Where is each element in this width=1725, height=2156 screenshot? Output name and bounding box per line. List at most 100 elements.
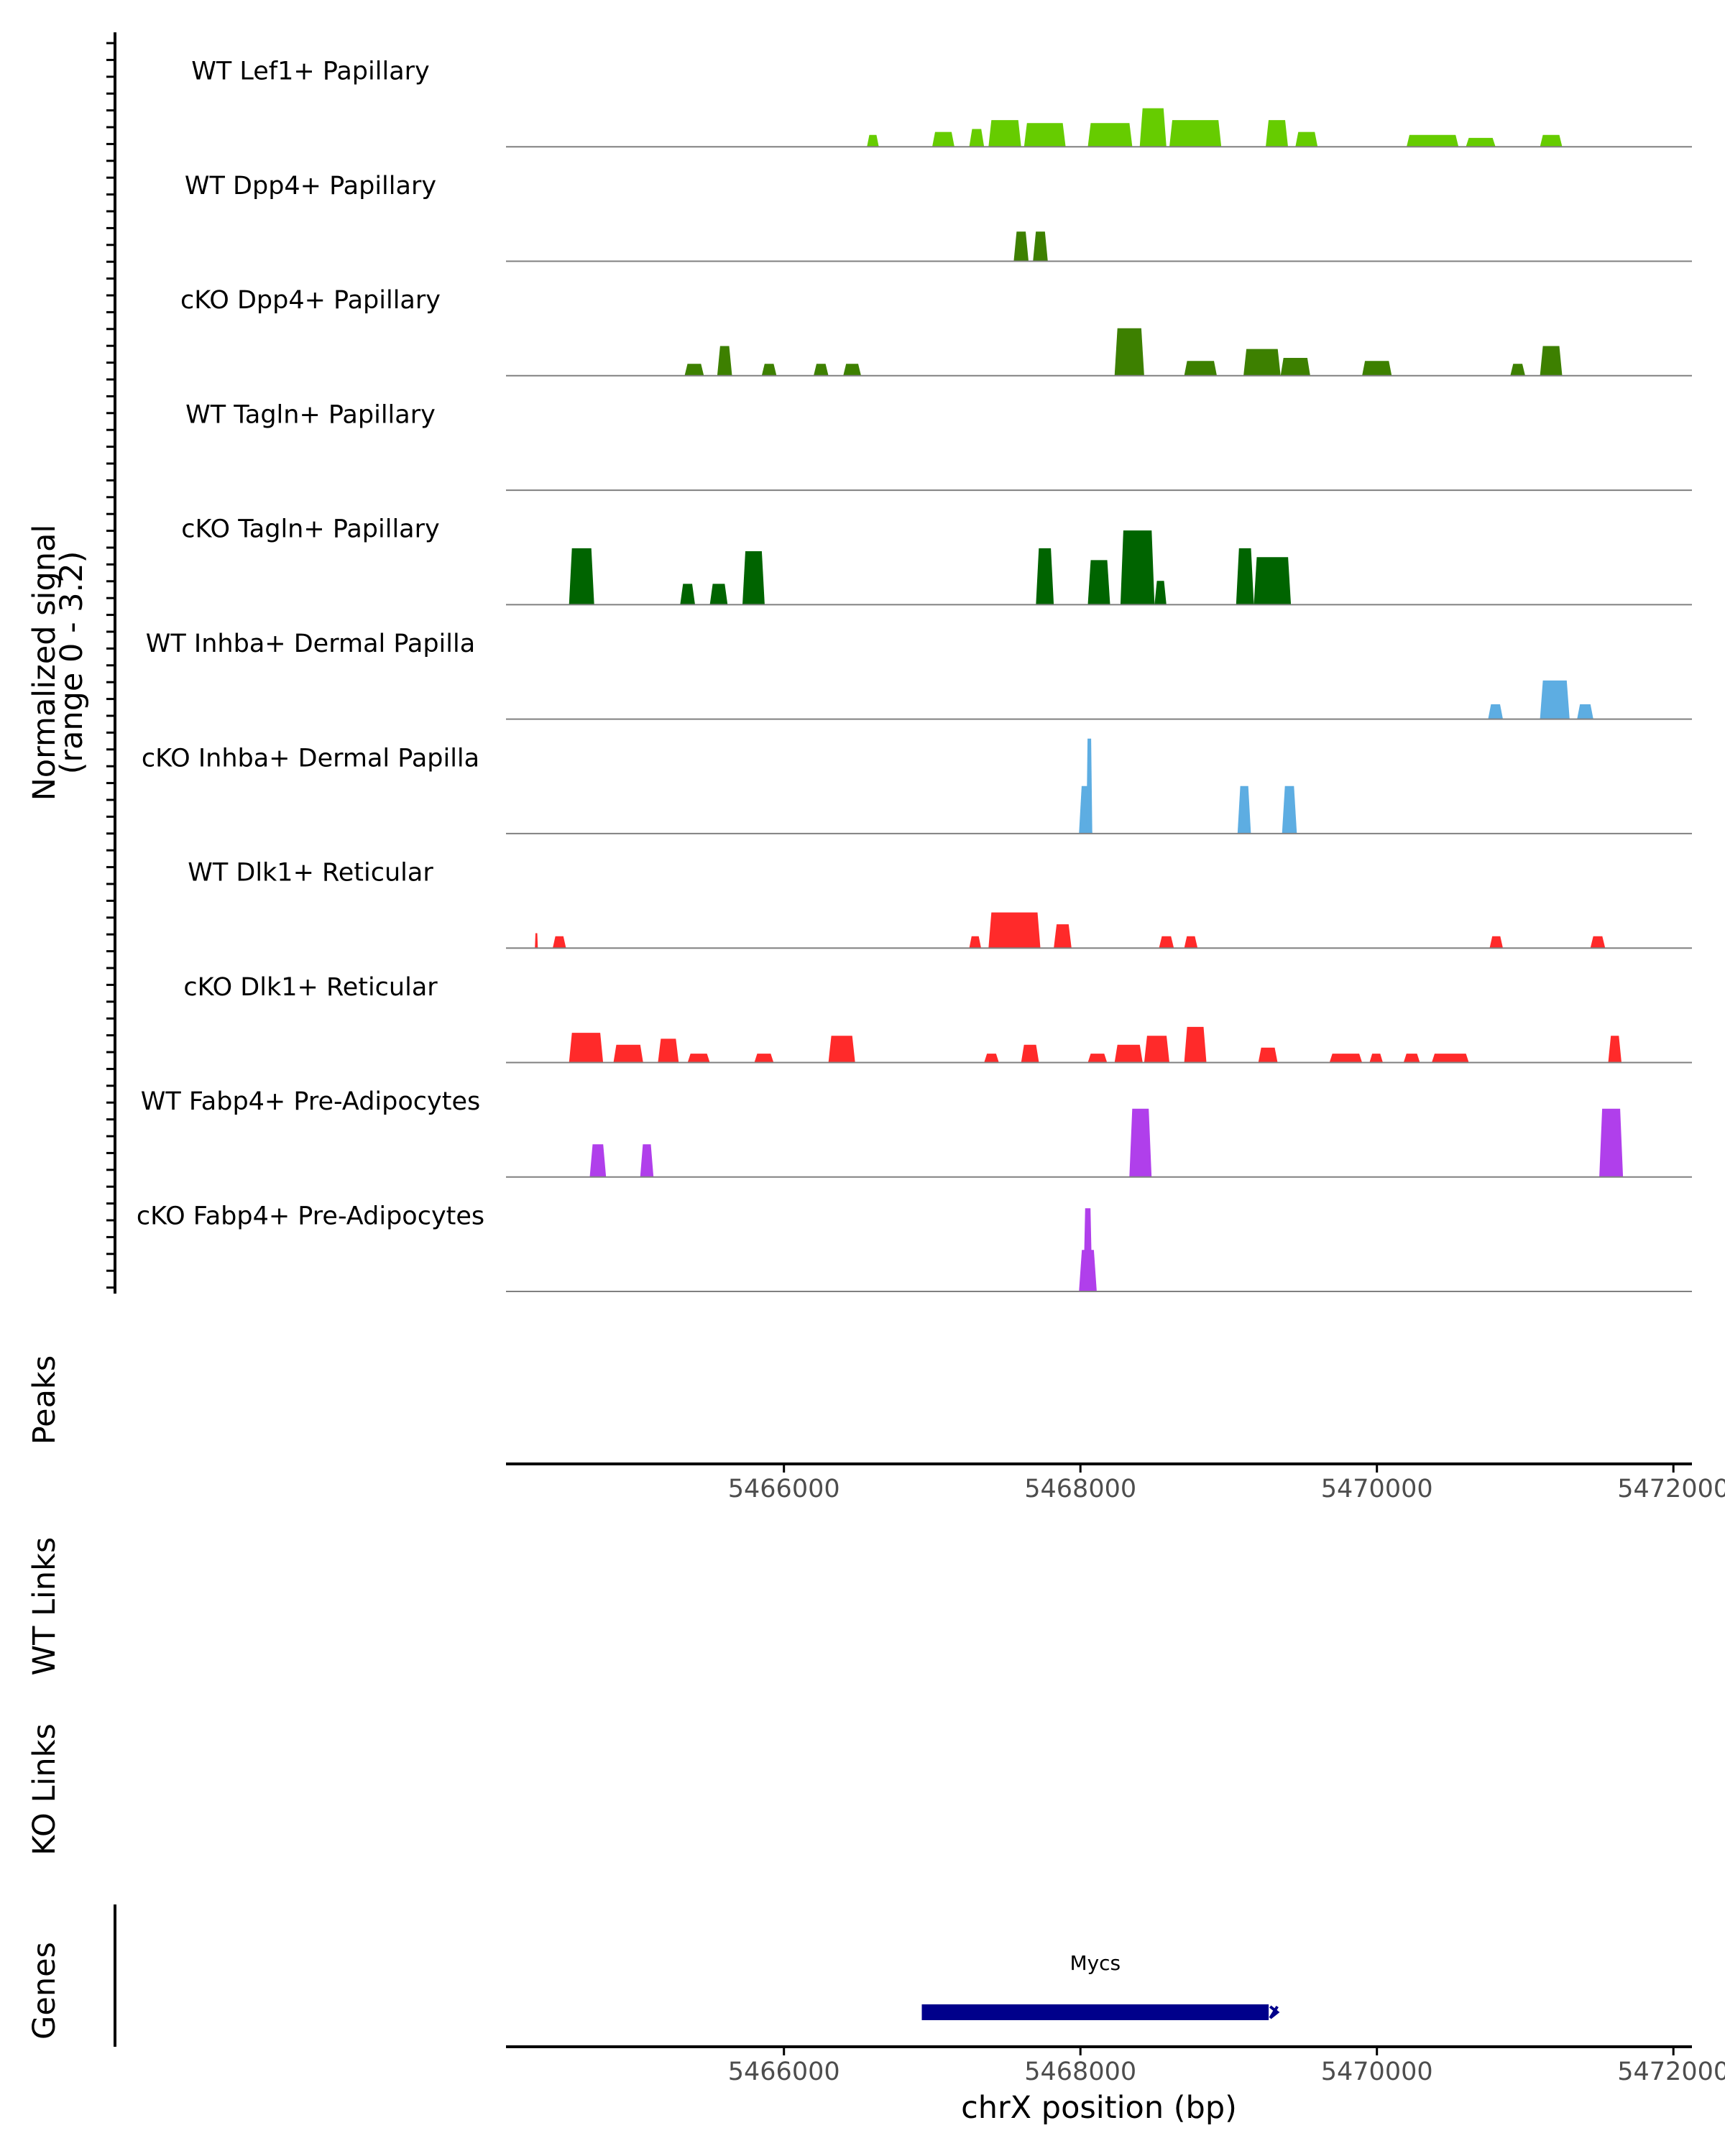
coverage-peak xyxy=(1169,120,1222,147)
coverage-peak xyxy=(680,584,695,605)
coverage-peak xyxy=(1013,231,1029,262)
coverage-peak xyxy=(1083,1208,1092,1291)
coverage-peak xyxy=(1086,738,1092,834)
coverage-peak xyxy=(569,548,594,605)
coverage-peak xyxy=(709,584,728,605)
x-tick-label: 5472000 xyxy=(1617,1475,1725,1503)
track-4: cKO Tagln+ Papillary xyxy=(181,515,1692,606)
track-label: WT Tagln+ Papillary xyxy=(185,401,436,430)
coverage-peak xyxy=(1295,132,1318,147)
coverage-peak xyxy=(1184,1026,1207,1063)
coverage-peak xyxy=(1489,936,1503,949)
coverage-peak xyxy=(1087,1054,1108,1063)
genes-x-axis: 5466000 5468000 5470000 5472000 xyxy=(506,2045,1725,2086)
coverage-peak xyxy=(1266,120,1288,147)
track-8: cKO Dlk1+ Reticular xyxy=(183,973,1692,1064)
coverage-peak xyxy=(1280,358,1310,376)
coverage-peak xyxy=(1184,361,1217,376)
coverage-peak xyxy=(761,364,777,376)
coverage-peak xyxy=(1129,1108,1152,1177)
coverage-peak xyxy=(1087,560,1110,605)
track-5: WT Inhba+ Dermal Papilla xyxy=(146,630,1692,720)
coverage-peak xyxy=(1577,704,1593,719)
coverage-peak xyxy=(658,1038,679,1063)
x-axis-label: chrX position (bp) xyxy=(961,2090,1237,2126)
coverage-peak xyxy=(1329,1054,1363,1063)
coverage-peak xyxy=(867,134,879,147)
coverage-peak xyxy=(1236,548,1254,605)
coverage-peak xyxy=(742,551,765,605)
gene-body xyxy=(921,2004,1269,2020)
track-10: cKO Fabp4+ Pre-Adipocytes xyxy=(137,1202,1692,1292)
coverage-peak xyxy=(1540,134,1563,147)
coverage-peak xyxy=(988,120,1021,147)
coverage-peak xyxy=(1054,924,1072,949)
track-label: WT Dlk1+ Reticular xyxy=(188,859,433,888)
coverage-y-label: Normalized signal xyxy=(27,525,63,801)
coverage-peak xyxy=(1024,123,1066,147)
coverage-peak xyxy=(1036,548,1054,605)
coverage-peak xyxy=(589,1144,607,1177)
wt-links-panel-label: WT Links xyxy=(27,1537,63,1676)
track-6: cKO Inhba+ Dermal Papilla xyxy=(142,738,1692,834)
coverage-tracks: WT Lef1+ Papillary WT Dpp4+ Papillary cKO … xyxy=(137,57,1692,1292)
coverage-peak xyxy=(828,1036,855,1063)
coverage-peak xyxy=(1237,786,1251,834)
ko-links-panel-label: KO Links xyxy=(27,1723,63,1856)
coverage-peak xyxy=(1432,1054,1469,1063)
coverage-peak xyxy=(1282,786,1297,834)
coverage-peak xyxy=(1114,1044,1143,1063)
coverage-peak xyxy=(1254,557,1292,605)
coverage-peak xyxy=(640,1144,654,1177)
x-tick-label: 5470000 xyxy=(1321,1475,1433,1503)
coverage-peak xyxy=(1087,123,1133,147)
coverage-peak xyxy=(684,364,704,376)
coverage-peak xyxy=(569,1033,604,1063)
coverage-peak xyxy=(843,364,861,376)
x-tick-label: 5472000 xyxy=(1617,2058,1725,2086)
coverage-peak xyxy=(1139,108,1167,147)
track-label: WT Inhba+ Dermal Papilla xyxy=(146,630,475,658)
coverage-y-axis xyxy=(106,32,116,1294)
coverage-peak xyxy=(932,132,954,147)
x-tick-label: 5468000 xyxy=(1024,1475,1136,1503)
coverage-peak xyxy=(1369,1054,1383,1063)
coverage-peak xyxy=(1362,361,1392,376)
x-tick-label: 5470000 xyxy=(1321,2058,1433,2086)
track-7: WT Dlk1+ Reticular xyxy=(188,859,1692,949)
track-label: cKO Inhba+ Dermal Papilla xyxy=(142,744,479,773)
coverage-peak xyxy=(1120,530,1155,605)
track-9: WT Fabp4+ Pre-Adipocytes xyxy=(141,1087,1692,1178)
coverage-peak xyxy=(1407,134,1459,147)
coverage-peak xyxy=(1114,328,1144,376)
coverage-peak xyxy=(1258,1047,1278,1063)
coverage-peak xyxy=(754,1054,774,1063)
x-tick-label: 5468000 xyxy=(1024,2058,1136,2086)
gene-strand-arrow xyxy=(1269,2005,1280,2019)
x-tick-label: 5466000 xyxy=(728,2058,840,2086)
coverage-peak xyxy=(984,1054,999,1063)
coverage-peak xyxy=(1488,704,1503,719)
coverage-peak xyxy=(1608,1036,1622,1063)
track-label: cKO Fabp4+ Pre-Adipocytes xyxy=(137,1202,484,1230)
coverage-peak xyxy=(1510,364,1525,376)
coverage-peak xyxy=(687,1054,710,1063)
coverage-peak xyxy=(1144,1036,1169,1063)
coverage-peak xyxy=(1154,581,1167,605)
coverage-peak xyxy=(814,364,829,376)
track-2: cKO Dpp4+ Papillary xyxy=(180,286,1692,377)
track-label: WT Lef1+ Papillary xyxy=(191,57,430,86)
coverage-peak xyxy=(535,933,538,949)
coverage-peak xyxy=(1033,231,1048,262)
coverage-peak xyxy=(988,912,1041,949)
track-label: cKO Dlk1+ Reticular xyxy=(183,973,438,1002)
coverage-peak xyxy=(553,936,566,949)
gene-label: Mycs xyxy=(1070,1951,1121,1975)
coverage-peak xyxy=(1021,1044,1039,1063)
track-label: WT Dpp4+ Papillary xyxy=(185,172,436,201)
coverage-peak xyxy=(1540,680,1570,719)
coverage-peak xyxy=(1243,349,1281,376)
genes-panel-label: Genes xyxy=(27,1942,63,2040)
